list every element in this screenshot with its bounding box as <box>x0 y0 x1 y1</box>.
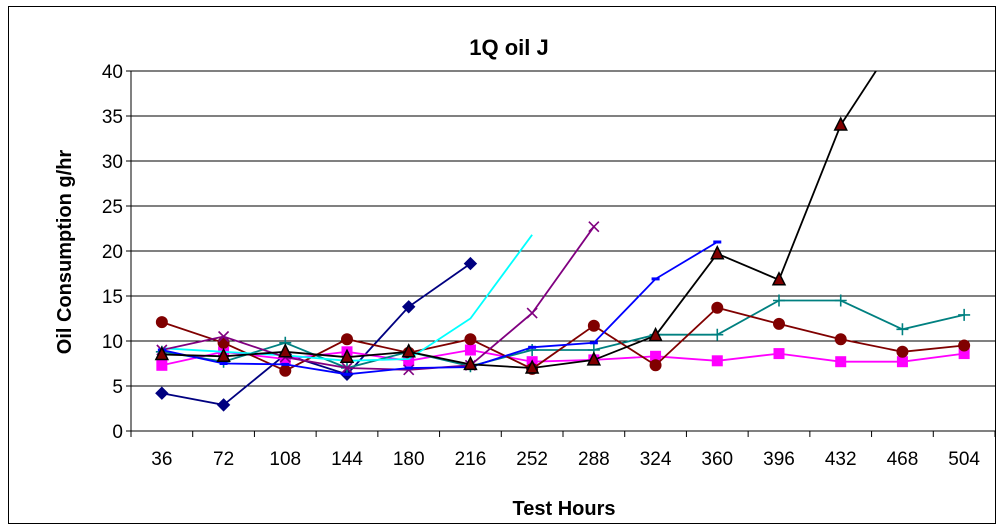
series-line-2 <box>156 344 970 371</box>
data-point-diamond <box>463 256 478 271</box>
data-point-dash <box>651 277 660 281</box>
data-point-circle <box>279 364 292 377</box>
x-tick-label: 108 <box>269 449 301 470</box>
data-point-circle <box>587 319 600 332</box>
data-point-triangle <box>524 359 540 374</box>
series-path <box>161 226 595 371</box>
x-tick-label: 504 <box>948 449 980 470</box>
data-point-plus <box>834 294 847 307</box>
y-axis-title: Oil Consumption g/hr <box>54 150 76 355</box>
series-path <box>161 262 471 406</box>
x-tick-label: 180 <box>393 449 425 470</box>
data-point-dash <box>281 362 290 366</box>
series-line-8 <box>154 24 908 374</box>
x-tick-label: 216 <box>455 449 487 470</box>
data-point-triangle <box>648 326 663 342</box>
data-point-circle <box>649 359 662 372</box>
data-point-dash <box>713 240 722 244</box>
y-tick-label: 5 <box>112 377 123 398</box>
data-point-x <box>588 221 600 233</box>
data-point-dash <box>404 366 413 370</box>
x-tick-label: 360 <box>701 449 733 470</box>
data-point-circle <box>341 333 353 346</box>
data-point-square <box>773 348 785 360</box>
data-point-triangle <box>771 271 787 286</box>
series-path <box>161 299 965 369</box>
data-point-plus <box>711 328 724 341</box>
data-point-square <box>835 356 847 368</box>
data-point-triangle <box>586 351 602 366</box>
y-tick-label: 10 <box>102 332 123 353</box>
data-point-circle <box>834 333 847 346</box>
x-tick-label: 468 <box>887 449 919 470</box>
x-tick-label: 252 <box>516 449 548 470</box>
data-point-x <box>218 330 230 343</box>
y-tick-label: 20 <box>102 242 123 263</box>
x-tick-label: 396 <box>763 449 795 470</box>
series-path <box>161 241 718 376</box>
chart-frame: 1Q oil J Test Hours Oil Consumption g/hr… <box>8 6 996 524</box>
data-point-dash <box>589 341 598 345</box>
x-tick-label: 72 <box>213 449 234 470</box>
x-tick-label: 288 <box>578 449 610 470</box>
data-point-triangle <box>216 347 231 363</box>
data-point-circle <box>896 345 909 358</box>
data-point-x <box>341 362 353 374</box>
data-point-circle <box>464 333 477 346</box>
data-point-square <box>464 344 476 356</box>
series-path <box>161 349 965 367</box>
data-point-circle <box>711 301 724 314</box>
data-point-triangle <box>896 24 908 36</box>
data-point-triangle <box>463 355 478 371</box>
data-point-diamond <box>155 386 169 400</box>
chart-title: 1Q oil J <box>469 35 548 60</box>
data-point-triangle <box>278 343 293 358</box>
data-point-plus <box>773 294 785 307</box>
data-point-diamond <box>216 398 231 412</box>
data-point-triangle <box>710 245 725 260</box>
data-point-x <box>403 364 415 376</box>
x-tick-label: 36 <box>151 449 172 470</box>
data-point-triangle <box>154 345 170 361</box>
line-chart: 1Q oil J Test Hours Oil Consumption g/hr… <box>54 24 996 520</box>
data-point-square <box>711 355 723 367</box>
y-tick-label: 30 <box>102 152 123 173</box>
data-point-triangle <box>401 343 416 358</box>
data-point-triangle <box>339 348 355 363</box>
x-tick-label: 324 <box>640 449 672 470</box>
y-tick-label: 35 <box>102 107 123 128</box>
data-point-dash <box>343 372 351 376</box>
series-group <box>154 24 971 412</box>
series-line-1 <box>155 256 478 412</box>
data-point-dash <box>219 362 228 365</box>
data-point-diamond <box>402 300 416 314</box>
y-tick-label: 25 <box>102 197 123 218</box>
data-point-x <box>526 307 538 319</box>
data-point-square <box>896 356 908 368</box>
data-point-circle <box>958 339 971 352</box>
series-line-7 <box>157 240 722 376</box>
x-axis-title: Test Hours <box>513 498 616 520</box>
y-tick-label: 0 <box>112 422 123 443</box>
data-point-plus <box>958 308 971 321</box>
data-point-square <box>156 359 168 371</box>
data-point-plus <box>896 323 909 336</box>
data-point-circle <box>773 317 785 330</box>
data-point-triangle <box>833 116 848 131</box>
data-point-circle <box>155 316 168 329</box>
gridlines <box>131 70 995 387</box>
x-tick-label: 432 <box>825 449 857 470</box>
data-point-dash <box>528 345 537 349</box>
y-tick-label: 15 <box>102 287 123 308</box>
data-point-circle <box>217 336 230 349</box>
x-tick-label: 144 <box>331 449 363 470</box>
series-path <box>161 71 878 369</box>
y-tick-label: 40 <box>102 62 123 83</box>
axes: 0 5 10 15 20 25 30 35 40 36 72 108 144 180 216 252 288 32… <box>102 62 996 470</box>
